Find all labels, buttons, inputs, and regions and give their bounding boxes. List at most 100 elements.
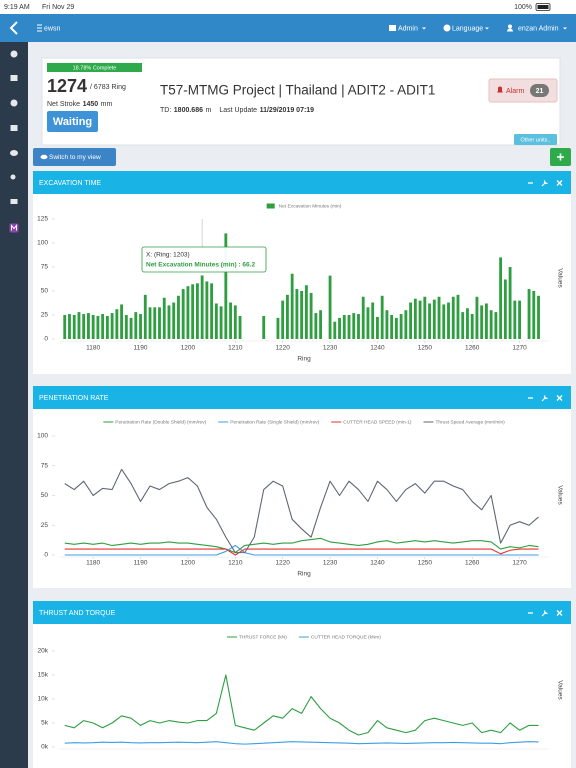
bar xyxy=(342,315,346,339)
bar xyxy=(238,315,242,339)
legend-label: CUTTER HEAD SPEED (min-1) xyxy=(343,420,412,426)
x-axis-label: Ring xyxy=(297,571,311,578)
bar xyxy=(120,304,124,339)
close-button[interactable] xyxy=(556,610,563,616)
bar xyxy=(527,289,531,339)
menu-icon[interactable] xyxy=(37,24,42,32)
panel-title: PENETRATION RATE xyxy=(39,395,109,402)
x-tick-label: 1270 xyxy=(512,560,527,567)
bar xyxy=(508,267,512,339)
nav-language[interactable]: Language xyxy=(452,25,483,32)
close-button[interactable] xyxy=(556,395,563,401)
nav-admin[interactable]: Admin xyxy=(398,25,418,32)
y-tick-label: 75 xyxy=(41,462,49,469)
bar xyxy=(475,296,479,339)
sidebar-icons xyxy=(10,50,18,204)
td-label: TD: xyxy=(160,107,171,114)
bar xyxy=(532,291,536,339)
legend-label: Penetration Rate (Double Shield) (mm/rev… xyxy=(115,420,206,426)
ring-total: / 6783 Ring xyxy=(90,84,126,91)
alarm-badge xyxy=(530,84,549,97)
bar xyxy=(181,289,185,339)
other-units-label[interactable]: Other units.. xyxy=(521,137,551,143)
other-units-button[interactable] xyxy=(514,134,557,145)
bar xyxy=(484,303,488,339)
bar xyxy=(494,312,498,339)
bar xyxy=(148,307,152,339)
bar xyxy=(91,315,95,339)
nav-chart[interactable] xyxy=(10,99,18,107)
status-label[interactable]: Waiting xyxy=(53,116,92,128)
settings-button[interactable] xyxy=(541,395,548,402)
bar xyxy=(210,283,214,339)
bar xyxy=(167,305,171,339)
bar xyxy=(423,296,427,339)
battery-icon xyxy=(535,3,551,11)
nav-m-glyph xyxy=(11,224,17,231)
bar xyxy=(380,295,384,339)
nav-link[interactable] xyxy=(10,174,16,180)
line-series xyxy=(64,537,539,554)
bar xyxy=(124,315,128,339)
tooltip-box xyxy=(141,246,267,273)
nav-dashboard[interactable] xyxy=(10,50,18,58)
project-info: TD: 1800.686 m Last Update 11/29/2019 07:19 xyxy=(160,107,314,114)
brand[interactable]: ewsn xyxy=(44,25,60,32)
status-battery: 100% xyxy=(514,4,532,11)
bar xyxy=(513,300,517,339)
nav-grid[interactable] xyxy=(10,75,18,81)
y-tick-label: 75 xyxy=(41,264,49,271)
ring: 1274 xyxy=(47,76,87,96)
bar xyxy=(172,302,176,339)
legend-swatch xyxy=(266,203,275,209)
switch-view-button[interactable] xyxy=(33,148,116,166)
x-tick-label: 1220 xyxy=(275,560,290,567)
settings-button[interactable] xyxy=(541,180,548,187)
navbar xyxy=(0,14,576,42)
bar xyxy=(68,314,71,339)
bar xyxy=(333,321,337,339)
switch-view-label[interactable]: Switch to my view xyxy=(49,154,101,161)
bar xyxy=(281,300,285,339)
bar xyxy=(394,317,398,339)
alarm-label: Alarm xyxy=(506,88,524,95)
eye-icon xyxy=(40,154,48,160)
nav-user[interactable]: enzan Admin xyxy=(518,25,559,32)
bar xyxy=(129,317,133,339)
nav-calendar[interactable] xyxy=(10,125,18,131)
settings-button[interactable] xyxy=(541,610,548,617)
tooltip-text: Net Excavation Minutes (min) : 66.2 xyxy=(146,262,255,269)
globe-icon xyxy=(443,24,451,32)
nav-briefcase[interactable] xyxy=(10,199,18,204)
x-tick-label: 1230 xyxy=(323,345,338,352)
legend: THRUST FORCE (kN) CUTTER HEAD TORQUE (kNm… xyxy=(226,635,381,641)
status-button[interactable] xyxy=(47,111,98,132)
bell-icon xyxy=(497,86,503,93)
ring-count: 1274/ 6783 Ring xyxy=(47,76,126,96)
x-tick-label: 1210 xyxy=(228,560,243,567)
bar xyxy=(229,302,232,339)
battery-fill xyxy=(537,5,549,9)
bar xyxy=(442,304,446,339)
bar xyxy=(295,289,299,339)
back-button[interactable] xyxy=(9,21,18,35)
bar xyxy=(328,275,332,339)
bar xyxy=(404,310,408,339)
bar xyxy=(143,294,147,339)
bar xyxy=(77,312,81,339)
sidebar xyxy=(0,42,28,768)
x-tick-label: 1190 xyxy=(134,560,148,567)
close-button[interactable] xyxy=(556,180,563,186)
line-series xyxy=(64,674,539,736)
bar xyxy=(352,313,356,339)
bar xyxy=(390,315,394,339)
bar xyxy=(63,315,67,339)
bar xyxy=(366,307,370,339)
alarm-count: 21 xyxy=(536,88,544,95)
bar xyxy=(428,303,431,339)
bar xyxy=(466,308,469,339)
line-series xyxy=(64,544,539,556)
nav-cloud[interactable] xyxy=(10,150,18,156)
y-tick-label: 25 xyxy=(41,522,49,529)
